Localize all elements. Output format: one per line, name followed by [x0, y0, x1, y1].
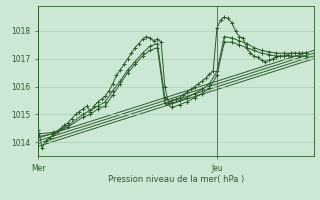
X-axis label: Pression niveau de la mer( hPa ): Pression niveau de la mer( hPa ) [108, 175, 244, 184]
